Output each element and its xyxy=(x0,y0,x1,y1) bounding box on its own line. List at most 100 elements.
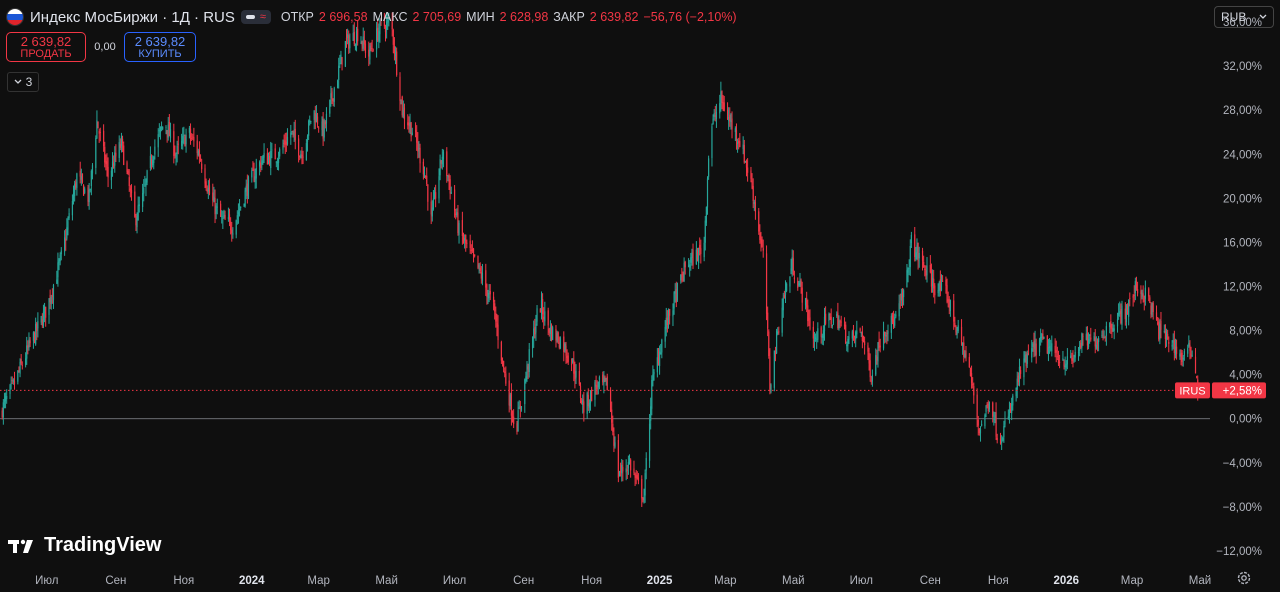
candle xyxy=(76,172,78,196)
candle xyxy=(962,342,964,355)
symbol-title[interactable]: Индекс МосБиржи · 1Д · RUS xyxy=(30,8,235,26)
candle xyxy=(758,208,760,235)
candle xyxy=(622,460,624,482)
candle xyxy=(770,383,772,394)
candle xyxy=(588,399,591,414)
candle xyxy=(137,196,139,221)
candle xyxy=(859,327,861,333)
candle xyxy=(699,237,701,256)
candle xyxy=(391,12,393,37)
candle xyxy=(906,264,908,288)
compare-pill[interactable]: ≈ xyxy=(240,10,271,24)
gear-icon[interactable] xyxy=(1236,570,1252,586)
candle xyxy=(440,159,442,169)
candle xyxy=(1054,338,1056,358)
candle xyxy=(720,81,722,112)
candle xyxy=(856,320,858,339)
candle xyxy=(399,72,401,111)
candle xyxy=(552,325,554,341)
candle xyxy=(370,42,372,52)
candle xyxy=(1087,332,1090,350)
candle xyxy=(729,107,731,127)
candle xyxy=(618,470,621,477)
candle xyxy=(146,169,148,186)
candle xyxy=(574,361,576,389)
candle xyxy=(1008,401,1011,424)
candle xyxy=(1183,348,1185,361)
price-axis[interactable]: −12,00% −8,00% −4,00% 0,00% 4,00% 8,00% 12,00%… xyxy=(1212,17,1266,558)
candle xyxy=(245,179,247,200)
candle xyxy=(510,383,513,426)
candle xyxy=(349,33,351,54)
candle xyxy=(1063,359,1065,370)
candle xyxy=(625,459,627,481)
candle xyxy=(188,125,191,139)
candle xyxy=(29,337,31,348)
x-tick-label: Май xyxy=(375,575,398,587)
candle xyxy=(660,343,662,355)
candle xyxy=(96,110,98,139)
candle xyxy=(1187,344,1189,358)
candle xyxy=(705,206,707,226)
candle xyxy=(793,270,796,284)
candle xyxy=(213,186,215,203)
candle xyxy=(597,381,599,395)
x-tick-label: Июл xyxy=(443,575,466,587)
candle xyxy=(1058,354,1061,369)
time-axis[interactable]: Июл Сен Ноя 2024 Мар Май Июл Сен Ноя 2025 Мар Май Ию… xyxy=(35,575,1211,587)
candle xyxy=(876,349,878,365)
candle xyxy=(446,147,448,183)
buy-button[interactable]: 2 639,82 КУПИТЬ xyxy=(124,32,196,62)
candle xyxy=(221,210,223,224)
candle xyxy=(165,125,167,135)
candle xyxy=(432,190,435,211)
buy-label: КУПИТЬ xyxy=(138,48,182,60)
candle xyxy=(216,198,218,215)
chevron-down-icon xyxy=(1259,14,1267,19)
tradingview-logo[interactable]: TradingView xyxy=(8,534,161,557)
candle xyxy=(206,185,208,194)
candle xyxy=(103,124,105,152)
candle xyxy=(488,284,490,303)
candle xyxy=(739,133,741,148)
candle xyxy=(915,246,917,262)
candle xyxy=(11,376,13,385)
candle xyxy=(1175,339,1178,360)
candle xyxy=(106,153,108,177)
candle xyxy=(993,411,995,426)
candle xyxy=(396,47,398,77)
candle xyxy=(567,352,569,365)
y-tick-label: 32,00% xyxy=(1223,61,1262,73)
candle xyxy=(127,168,129,176)
sell-button[interactable]: 2 639,82 ПРОДАТЬ xyxy=(6,32,86,62)
candle xyxy=(393,37,396,61)
candle xyxy=(719,94,721,119)
candle xyxy=(711,123,713,167)
candle xyxy=(138,196,140,213)
candle xyxy=(50,294,52,310)
candle xyxy=(1159,319,1161,345)
candle xyxy=(290,124,292,145)
candle xyxy=(988,401,990,413)
candle xyxy=(448,173,450,190)
candle xyxy=(1055,340,1057,363)
candle xyxy=(119,138,121,151)
candle xyxy=(1129,292,1131,307)
candle xyxy=(825,306,827,326)
currency-select[interactable]: RUB xyxy=(1214,6,1274,28)
candle xyxy=(13,371,16,390)
indicators-toggle-button[interactable]: 3 xyxy=(7,72,39,92)
candle xyxy=(113,155,115,169)
candle xyxy=(726,102,729,120)
candle xyxy=(641,475,643,507)
candle xyxy=(743,139,745,164)
candle xyxy=(570,358,573,372)
x-tick-label: Сен xyxy=(920,575,941,587)
candle xyxy=(1086,326,1089,350)
candle xyxy=(843,317,846,330)
change-value: −56,76 (−2,10%) xyxy=(643,10,737,24)
candle xyxy=(60,247,62,261)
candle xyxy=(28,332,30,351)
candle xyxy=(509,392,511,410)
